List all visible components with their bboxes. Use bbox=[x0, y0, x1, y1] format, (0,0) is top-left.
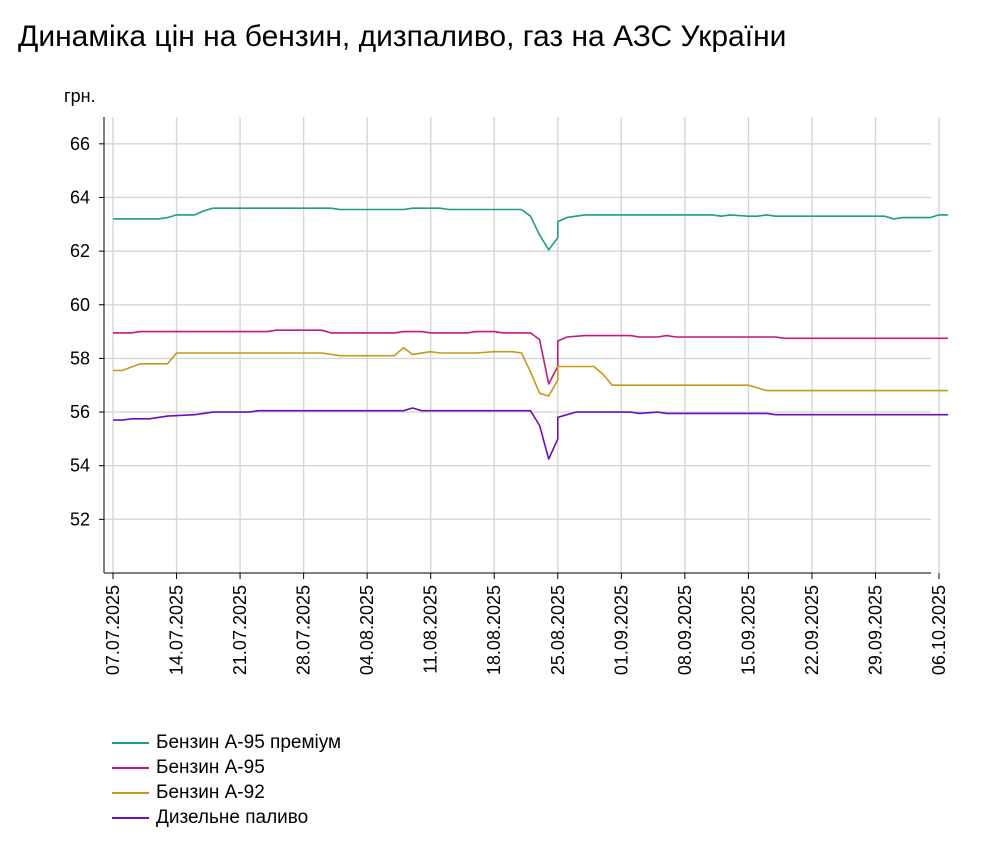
x-tick-label: 22.09.2025 bbox=[802, 585, 822, 675]
x-tick-label: 21.07.2025 bbox=[230, 585, 250, 675]
chart-title: Динаміка цін на бензин, дизпаливо, газ н… bbox=[18, 20, 787, 53]
y-tick-label: 60 bbox=[70, 295, 90, 315]
x-tick-label: 04.08.2025 bbox=[357, 585, 377, 675]
x-tick-label: 01.09.2025 bbox=[611, 585, 631, 675]
x-tick-label: 18.08.2025 bbox=[484, 585, 504, 675]
y-tick-label: 58 bbox=[70, 348, 90, 368]
x-tick-labels: 07.07.2025 14.07.2025 21.07.2025 28.07.2025… bbox=[103, 585, 949, 675]
x-tick-label: 14.07.2025 bbox=[167, 585, 187, 675]
y-tick-label: 64 bbox=[70, 187, 90, 207]
x-tick-label: 07.07.2025 bbox=[103, 585, 123, 675]
y-tick-label: 54 bbox=[70, 456, 90, 476]
y-tick-label: 62 bbox=[70, 241, 90, 261]
x-tick-label: 29.09.2025 bbox=[865, 585, 885, 675]
x-grid bbox=[112, 117, 940, 573]
series-line-3 bbox=[113, 346, 949, 397]
legend-swatch bbox=[112, 817, 149, 819]
series-line-1 bbox=[113, 207, 949, 251]
y-axis-label: грн. bbox=[64, 86, 96, 106]
x-tick-label: 25.08.2025 bbox=[548, 585, 568, 675]
series-line-2 bbox=[113, 329, 949, 385]
x-tick-label: 06.10.2025 bbox=[929, 585, 949, 675]
x-tick-label: 15.09.2025 bbox=[738, 585, 758, 675]
x-tick-label: 11.08.2025 bbox=[421, 585, 441, 674]
legend-swatch bbox=[112, 742, 149, 744]
legend-swatch bbox=[112, 792, 149, 794]
legend-label: Бензин А-95 bbox=[156, 757, 265, 778]
x-tick-label: 08.09.2025 bbox=[675, 585, 695, 675]
y-tick-label: 56 bbox=[70, 402, 90, 422]
y-tick-labels: 52 54 56 58 60 62 64 66 bbox=[70, 134, 90, 530]
axes bbox=[99, 117, 940, 579]
y-tick-label: 52 bbox=[70, 509, 90, 529]
series-line-4 bbox=[113, 407, 949, 460]
legend-label: Дизельне паливо bbox=[156, 807, 309, 828]
legend-swatch bbox=[112, 767, 149, 769]
legend-label: Бензин А-92 bbox=[156, 782, 265, 803]
y-tick-label: 66 bbox=[70, 134, 90, 154]
legend-label: Бензин А-95 преміум bbox=[156, 732, 342, 753]
x-tick-label: 28.07.2025 bbox=[294, 585, 314, 675]
series-layer bbox=[113, 207, 949, 460]
